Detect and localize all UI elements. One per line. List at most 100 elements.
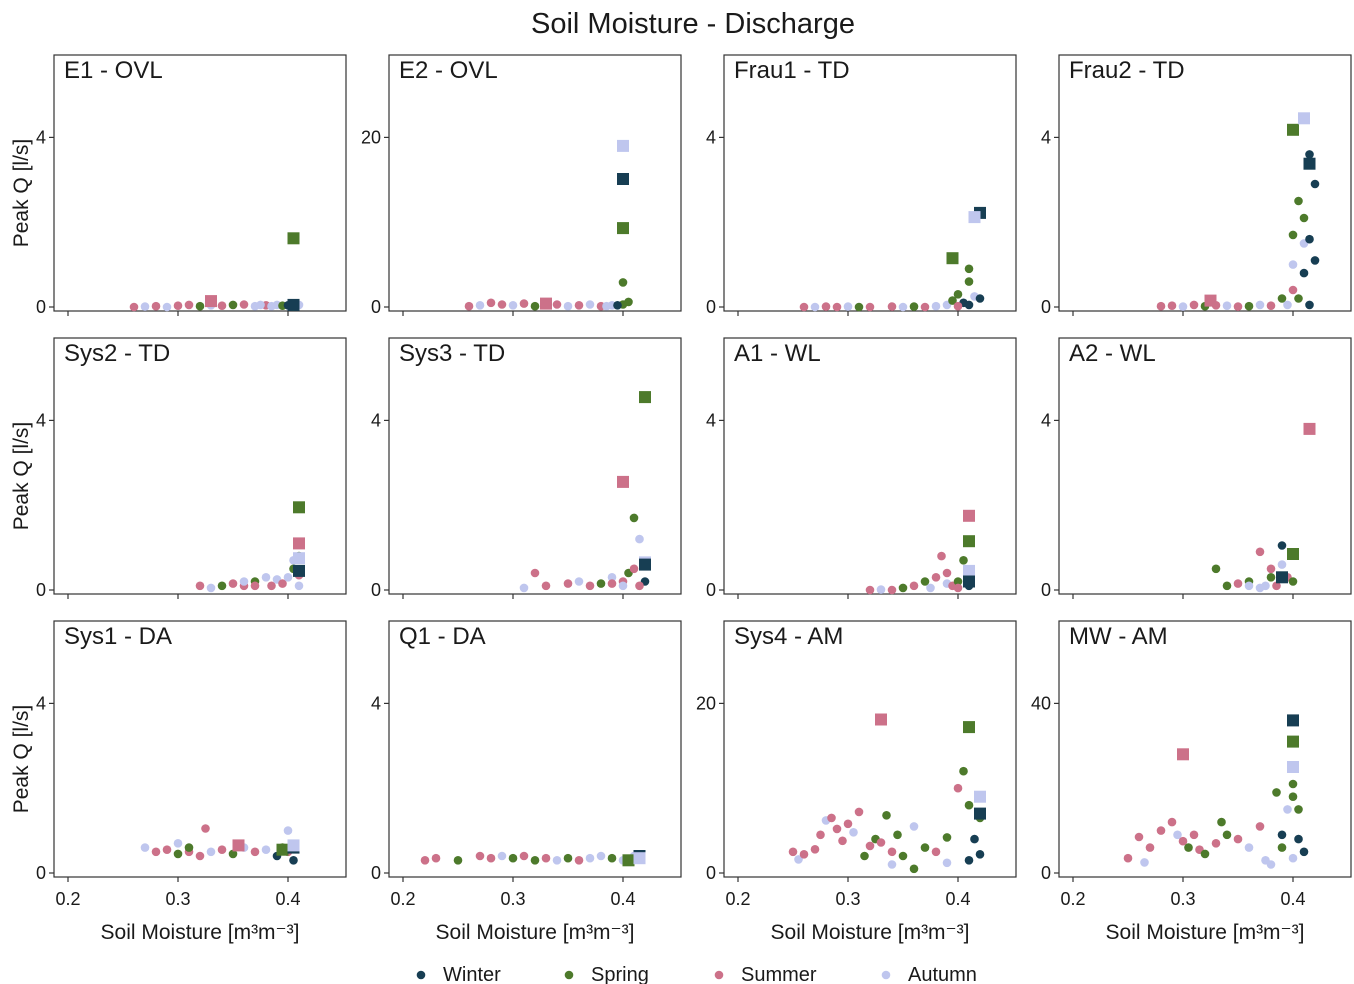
data-point: [140, 843, 150, 852]
data-point: [530, 301, 540, 311]
data-point: [541, 581, 551, 591]
x-tick-label: 0.2: [390, 889, 415, 909]
data-point: [1277, 830, 1287, 840]
data-point: [129, 302, 139, 312]
data-point: [942, 833, 952, 842]
y-tick-label: 0: [706, 297, 716, 317]
x-tick-label: 0.3: [835, 889, 860, 909]
data-point: [228, 300, 238, 310]
highlighted-point: [293, 501, 305, 514]
panel: A2 - WL 0 4: [1041, 337, 1352, 600]
highlighted-point: [963, 535, 975, 548]
legend-label: Autumn: [908, 964, 977, 984]
data-point: [975, 294, 985, 303]
highlighted-point: [633, 852, 646, 865]
data-point: [1288, 260, 1298, 269]
data-point: [1294, 805, 1303, 814]
highlighted-point: [639, 391, 651, 404]
y-tick-label: 0: [706, 863, 716, 883]
panel-frame: [723, 620, 1017, 878]
y-axis-label: Peak Q [l/s]: [10, 422, 33, 531]
panel: Sys4 - AM 0 20 0.2 0.3 0.4 Soil Moisture [m³m⁻…: [696, 620, 1017, 944]
data-point: [816, 830, 825, 840]
highlighted-point: [963, 721, 975, 734]
data-point: [206, 847, 216, 857]
legend-label: Summer: [741, 964, 817, 984]
panel-title: Sys2 - TD: [64, 340, 170, 367]
panel: Q1 - DA 0 4 0.2 0.3 0.4 Soil Moisture [m³m⁻³]: [371, 620, 682, 944]
data-point: [261, 573, 271, 582]
y-tick-label: 4: [1041, 410, 1051, 430]
data-point: [508, 853, 518, 863]
data-point: [563, 301, 573, 311]
data-point: [1255, 583, 1265, 593]
data-point: [975, 850, 985, 859]
data-point: [162, 845, 172, 854]
data-point: [574, 301, 584, 310]
data-point: [1305, 234, 1314, 244]
data-point: [964, 277, 974, 286]
panel: A1 - WL 0 4: [706, 337, 1017, 600]
data-point: [821, 302, 831, 311]
data-point: [920, 577, 930, 586]
data-point: [1277, 541, 1287, 550]
data-point: [964, 856, 974, 865]
highlighted-point: [276, 843, 289, 856]
data-point: [887, 585, 897, 595]
panel: E2 - OVL 0 20: [361, 54, 682, 317]
panel: Frau2 - TD 0 4: [1041, 54, 1352, 317]
data-point: [931, 301, 941, 311]
data-point: [250, 581, 260, 591]
data-point: [173, 839, 183, 848]
data-point: [1123, 853, 1133, 863]
data-point: [563, 853, 573, 863]
data-point: [860, 851, 869, 861]
data-point: [552, 856, 562, 865]
data-point: [618, 278, 628, 287]
highlighted-point: [617, 222, 629, 235]
data-point: [267, 581, 276, 591]
panel-title: E2 - OVL: [399, 57, 498, 84]
x-tick-label: 0.4: [610, 889, 635, 909]
panel-frame: [1058, 337, 1352, 595]
y-tick-label: 0: [36, 580, 46, 600]
y-tick-label: 0: [371, 297, 381, 317]
legend-item: Summer: [714, 964, 817, 984]
x-tick-label: 0.4: [1280, 889, 1305, 909]
data-point: [898, 583, 908, 593]
panel-frame: [723, 337, 1017, 595]
data-point: [1189, 300, 1199, 310]
data-point: [1283, 300, 1292, 310]
highlighted-point: [293, 552, 305, 565]
data-point: [1233, 579, 1243, 588]
data-point: [876, 838, 886, 847]
data-point: [920, 302, 930, 312]
data-point: [195, 301, 205, 311]
data-point: [1288, 792, 1298, 801]
legend-marker: [714, 970, 724, 980]
y-tick-label: 4: [1041, 127, 1051, 147]
data-point: [1211, 564, 1221, 574]
data-point: [843, 302, 853, 311]
highlighted-point: [617, 475, 629, 488]
legend-label: Spring: [591, 964, 649, 984]
data-point: [1299, 268, 1309, 278]
data-point: [898, 302, 908, 312]
highlighted-point: [1287, 123, 1299, 136]
highlighted-point: [974, 790, 986, 803]
panel-frame: [388, 337, 682, 595]
data-point: [1277, 843, 1287, 852]
panel-title: E1 - OVL: [64, 57, 163, 84]
highlighted-point: [622, 854, 635, 867]
data-point: [909, 581, 919, 591]
legend-marker: [416, 970, 426, 980]
panel-title: Sys4 - AM: [734, 623, 843, 650]
data-point: [184, 843, 194, 852]
data-point: [1178, 836, 1188, 846]
data-point: [909, 864, 919, 874]
data-point: [1294, 834, 1303, 844]
highlighted-point: [1177, 748, 1189, 761]
data-point: [1272, 581, 1281, 591]
